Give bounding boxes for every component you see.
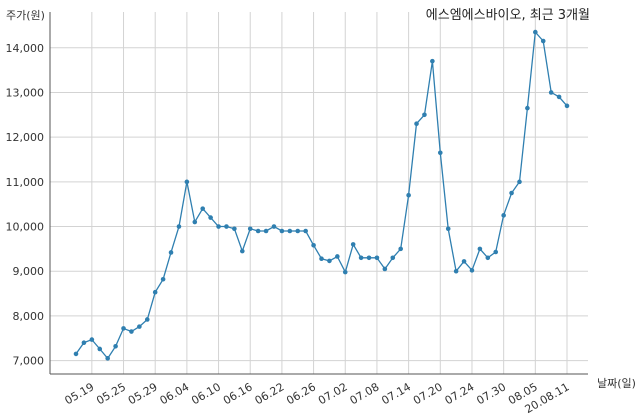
grid-lines [50,12,588,374]
data-point [517,179,522,185]
data-point [279,228,285,234]
data-point [477,246,483,252]
data-point [303,228,308,234]
y-tick-labels: 7,000 8,000 9,000 10,000 11,000 12,000 13,000 1… [6,42,45,368]
data-point [263,228,269,234]
y-axis-title: 주가(원) [6,9,45,22]
data-point [422,112,427,118]
data-point [445,226,451,232]
x-axis-title: 날짜(일) [597,376,636,390]
data-point [311,242,316,248]
data-point [152,289,158,295]
data-point [335,254,340,259]
data-point [216,224,221,229]
x-tick-label: 07.14 [379,380,413,407]
y-tick-label: 12,000 [6,131,45,144]
data-point [144,317,150,322]
data-point [129,329,134,334]
data-point [113,343,118,349]
data-point [200,206,206,211]
data-point [247,226,253,232]
data-point [398,246,403,252]
data-point [287,228,293,234]
data-point [469,268,475,273]
data-point [271,224,277,229]
data-point [493,249,499,255]
data-point [168,250,174,255]
data-point [184,179,190,185]
data-point [240,248,245,254]
data-point [97,346,103,352]
data-point [533,29,538,35]
y-tick-label: 7,000 [13,355,45,368]
data-point [105,356,110,361]
y-tick-label: 8,000 [13,310,45,323]
data-point [382,266,388,272]
data-point [73,351,79,357]
data-point [485,255,491,261]
y-tick-label: 9,000 [13,265,45,278]
x-tick-label: 07.20 [411,380,445,407]
data-point [453,268,459,274]
data-point [414,121,419,127]
axes [49,12,588,375]
x-tick-label: 05.19 [63,380,97,407]
data-point [89,337,95,342]
data-point [176,224,182,229]
data-point [430,58,435,64]
x-tick-label: 07.24 [443,380,477,407]
x-tick-label: 05.25 [94,380,128,407]
data-point [406,192,411,198]
data-point [327,258,332,264]
y-tick-label: 14,000 [6,42,45,55]
data-point [295,228,301,234]
chart-title: 에스엠에스바이오, 최근 3개월 [426,8,590,23]
data-point [374,255,380,261]
data-point [208,215,213,220]
y-tick-label: 11,000 [6,176,45,189]
x-tick-label: 07.02 [316,380,350,407]
data-point [437,150,443,156]
x-tick-label: 06.26 [284,380,318,407]
data-point [461,259,467,264]
series-layer [73,29,570,361]
y-tick-label: 10,000 [6,221,45,234]
data-point [548,90,554,95]
data-point [501,213,506,218]
data-point [366,255,372,261]
data-point [319,256,324,261]
data-point [540,38,546,44]
data-point [232,226,237,232]
data-point [255,228,261,234]
data-point [556,94,562,100]
x-tick-label: 06.16 [221,380,255,407]
x-tick-labels: 05.1905.2505.2906.0406.1006.1606.2206.26… [63,380,572,414]
data-point [137,324,142,329]
y-tick-label: 13,000 [6,86,45,99]
data-point [81,340,87,346]
x-tick-label: 06.04 [158,380,192,407]
data-point [342,269,348,275]
data-point [509,190,514,196]
data-point [350,242,356,247]
data-point [564,103,570,109]
data-point [224,224,229,229]
x-tick-label: 05.29 [126,380,160,407]
x-tick-label: 06.10 [189,380,223,407]
data-point [121,326,126,331]
data-point [358,255,364,261]
x-tick-label: 06.22 [253,380,287,407]
data-point [390,255,396,261]
x-tick-label: 07.30 [474,380,508,407]
data-point [525,105,530,111]
data-point [160,276,166,282]
data-point [192,219,198,225]
price-series-line [75,30,568,360]
x-tick-label: 07.08 [348,380,382,407]
